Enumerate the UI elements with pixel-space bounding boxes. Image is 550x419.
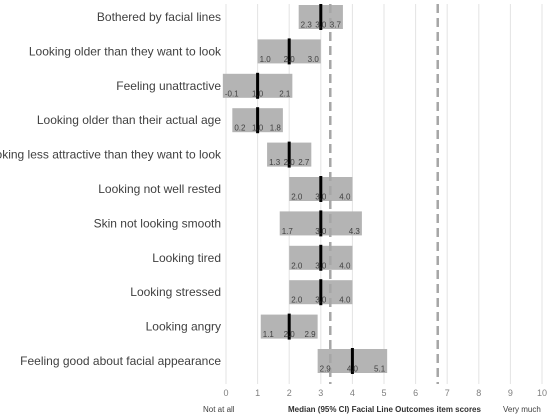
ci-low-label: 1.1 <box>263 330 275 339</box>
x-tick-label: 3 <box>318 388 323 398</box>
x-tick-label: 1 <box>255 388 260 398</box>
ci-low-label: 2.3 <box>301 21 313 30</box>
x-tick-label: 4 <box>350 388 355 398</box>
ci-low-label: 2.9 <box>320 365 332 374</box>
median-label: 3.0 <box>315 296 327 305</box>
ci-high-label: 4.0 <box>339 193 351 202</box>
median-label: 3.0 <box>315 193 327 202</box>
category-label: Looking tired <box>152 251 221 265</box>
median-label: 2.0 <box>284 330 296 339</box>
ci-high-label: 2.1 <box>279 89 291 98</box>
median-label: 3.0 <box>315 21 327 30</box>
ci-high-label: 3.0 <box>308 55 320 64</box>
ci-low-label: 0.2 <box>234 124 246 133</box>
ci-low-label: -0.1 <box>225 89 239 98</box>
median-label: 1.0 <box>252 124 264 133</box>
ci-high-label: 4.0 <box>339 296 351 305</box>
category-label: Looking older than their actual age <box>37 113 221 127</box>
x-tick-label: 5 <box>381 388 386 398</box>
category-label: Looking older than they want to look <box>29 44 222 58</box>
x-tick-label: 2 <box>287 388 292 398</box>
category-label: Looking less attractive than they want t… <box>0 148 222 162</box>
ci-high-label: 2.7 <box>298 158 310 167</box>
ci-high-label: 1.8 <box>270 124 282 133</box>
x-axis-title: Median (95% CI) Facial Line Outcomes ite… <box>288 405 482 414</box>
category-label: Bothered by facial lines <box>97 10 221 24</box>
median-label: 2.0 <box>284 158 296 167</box>
bar-layer <box>222 4 388 374</box>
x-tick-label: 9 <box>508 388 513 398</box>
ci-low-label: 1.0 <box>260 55 272 64</box>
x-tick-label: 6 <box>413 388 418 398</box>
x-tick-label: 0 <box>223 388 228 398</box>
category-label: Skin not looking smooth <box>94 216 221 230</box>
label-layer: 2.3 3.0 3.71.0 2.0 3.0-0.1 1.0 2.10.2 1.0 1.81.3… <box>225 21 386 374</box>
x-tick-label: 8 <box>476 388 481 398</box>
ci-low-label: 2.0 <box>291 296 303 305</box>
category-label: Looking stressed <box>130 285 221 299</box>
ci-high-label: 3.7 <box>330 21 342 30</box>
median-label: 4.0 <box>347 365 359 374</box>
x-tick-label: 10 <box>537 388 547 398</box>
category-label-layer: Bothered by facial lines Looking older th… <box>0 10 222 368</box>
x-axis-left-text: Not at all <box>203 405 235 414</box>
ci-high-label: 2.9 <box>305 330 317 339</box>
category-label: Feeling unattractive <box>116 79 221 93</box>
category-label: Looking not well rested <box>98 182 221 196</box>
median-label: 2.0 <box>284 55 296 64</box>
tick-label-layer: 0 1 2 3 4 5 6 7 8 9 10 <box>223 388 547 398</box>
median-label: 3.0 <box>315 227 327 236</box>
ci-low-label: 2.0 <box>291 261 303 270</box>
ci-high-label: 5.1 <box>374 365 386 374</box>
median-label: 1.0 <box>252 89 264 98</box>
x-axis-right-text: Very much <box>503 405 541 414</box>
ci-low-label: 2.0 <box>291 193 303 202</box>
ci-high-label: 4.3 <box>349 227 361 236</box>
ci-low-label: 1.3 <box>269 158 281 167</box>
ci-low-label: 1.7 <box>282 227 294 236</box>
median-label: 3.0 <box>315 261 327 270</box>
ci-high-label: 4.0 <box>339 261 351 270</box>
reference-layer <box>329 4 439 384</box>
category-label: Feeling good about facial appearance <box>20 354 221 368</box>
category-label: Looking angry <box>146 320 221 334</box>
x-tick-label: 7 <box>445 388 450 398</box>
